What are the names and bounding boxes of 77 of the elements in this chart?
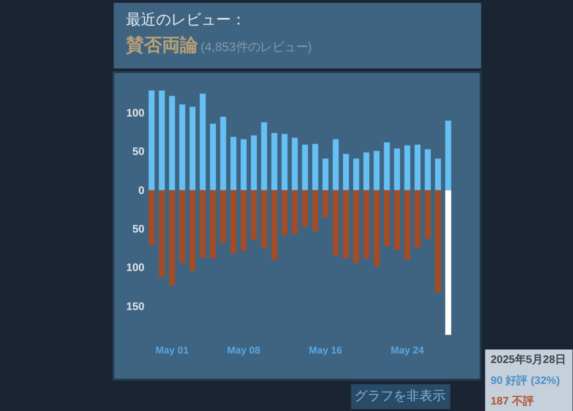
- text: (4,853件のレビュー): [200, 40, 312, 54]
- bar: [424, 149, 431, 190]
- bar: [210, 190, 216, 258]
- bar: [261, 122, 268, 190]
- bar: [312, 144, 318, 190]
- bar: [384, 142, 390, 190]
- x-tick-label: May 01: [155, 345, 190, 356]
- y-tick-label: 50: [132, 223, 144, 236]
- bar: [169, 190, 176, 286]
- bar: [435, 190, 441, 292]
- bar: [404, 145, 410, 190]
- bar: [220, 190, 226, 243]
- bar: [332, 139, 339, 190]
- y-tick-label: 100: [126, 107, 144, 120]
- bar: [282, 134, 288, 190]
- bar: [353, 158, 360, 190]
- y-tick-label: 50: [132, 146, 144, 158]
- text: グラフを非表示: [354, 388, 446, 404]
- bar: [261, 190, 268, 248]
- bar: [240, 139, 247, 190]
- bar: [445, 190, 452, 335]
- y-tick-label: 150: [126, 300, 144, 313]
- bar: [190, 190, 196, 271]
- bar: [394, 148, 400, 190]
- bar: [282, 190, 288, 236]
- bar: [342, 154, 349, 190]
- bar: [200, 190, 206, 258]
- bar: [148, 90, 155, 190]
- bar: [302, 190, 308, 227]
- bar: [302, 144, 308, 190]
- bar: [220, 116, 226, 190]
- bar: [363, 190, 370, 258]
- bar: [179, 104, 186, 190]
- y-tick-label: 100: [126, 262, 144, 274]
- bar: [342, 190, 349, 258]
- chart-title: 最近のレビュー：: [126, 11, 246, 28]
- bar: [374, 190, 380, 266]
- bar: [250, 135, 257, 190]
- bar: [250, 190, 257, 240]
- bar: [190, 106, 196, 190]
- bar: [158, 190, 165, 277]
- bar: [169, 96, 176, 190]
- x-tick-label: May 16: [308, 345, 342, 356]
- x-tick-label: May 08: [227, 345, 261, 356]
- chart-subtitle: 賛否両論: [125, 35, 200, 56]
- bar: [230, 136, 236, 190]
- bar: [332, 190, 339, 256]
- text: 2025年5月28日: [490, 352, 566, 366]
- bar: [292, 190, 298, 234]
- bar: [384, 190, 390, 246]
- bar: [353, 190, 360, 263]
- bar: [240, 190, 247, 251]
- bar: [404, 190, 410, 260]
- bar: [363, 152, 370, 190]
- bar: [271, 133, 278, 190]
- bar: [424, 190, 431, 240]
- bar: [148, 190, 155, 246]
- bar: [292, 138, 298, 190]
- bar: [200, 94, 206, 190]
- bar: [414, 144, 420, 190]
- bar: [435, 158, 441, 190]
- bar: [322, 158, 328, 190]
- x-tick-label: May 24: [390, 345, 424, 356]
- bar: [230, 190, 236, 254]
- bar: [271, 190, 278, 260]
- bar: [322, 190, 328, 218]
- bar: [158, 90, 165, 190]
- bar: [414, 190, 420, 248]
- text: 187 不評: [490, 394, 534, 408]
- y-tick-label: 0: [138, 184, 144, 197]
- bar: [312, 190, 318, 232]
- bar: [179, 190, 186, 263]
- bar: [210, 124, 216, 190]
- text: 90 好評 (32%): [490, 374, 560, 387]
- bar: [394, 190, 400, 250]
- bar: [445, 120, 452, 190]
- bar: [374, 150, 380, 190]
